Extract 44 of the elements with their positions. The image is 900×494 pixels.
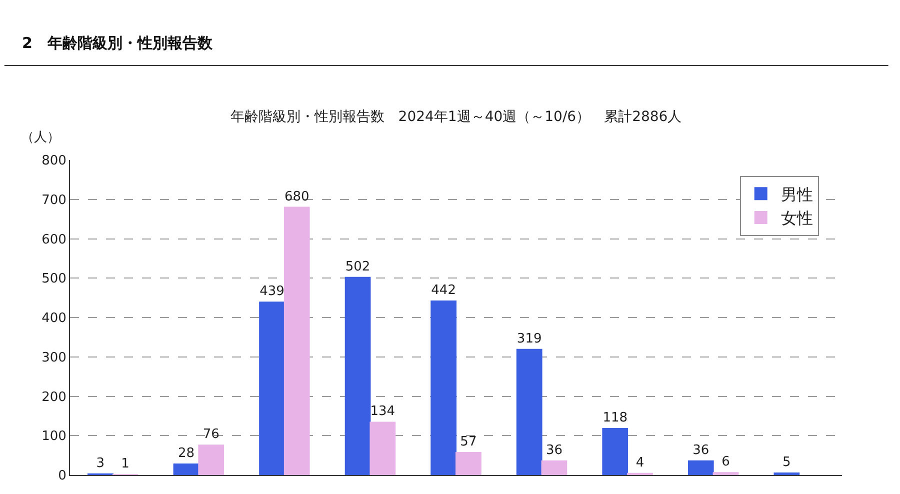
data-label: 57 bbox=[460, 434, 477, 450]
bar bbox=[688, 460, 714, 475]
y-axis-title: （人） bbox=[21, 130, 60, 145]
legend-label: 男性 bbox=[780, 184, 813, 204]
bar bbox=[259, 302, 285, 475]
y-tick-label: 300 bbox=[42, 350, 66, 366]
y-tick-label: 400 bbox=[42, 311, 66, 326]
data-label: 439 bbox=[260, 284, 284, 300]
data-label: 319 bbox=[516, 331, 542, 346]
legend-label: 女性 bbox=[780, 208, 813, 228]
data-label: 6 bbox=[722, 454, 730, 470]
data-label: 118 bbox=[602, 410, 628, 426]
bar bbox=[602, 428, 628, 475]
data-label: 76 bbox=[202, 427, 220, 442]
y-tick-label: 800 bbox=[42, 154, 66, 169]
data-label: 502 bbox=[345, 259, 370, 274]
y-tick-label: 700 bbox=[42, 192, 66, 208]
data-label: 4 bbox=[636, 455, 644, 470]
data-label: 36 bbox=[546, 442, 562, 458]
data-label: 1 bbox=[121, 456, 130, 472]
bar bbox=[516, 348, 542, 475]
data-label: 5 bbox=[782, 455, 791, 470]
data-label: 134 bbox=[370, 404, 396, 420]
y-tick-label: 500 bbox=[42, 272, 66, 287]
bar bbox=[541, 460, 568, 475]
bar bbox=[456, 452, 482, 475]
bar bbox=[198, 444, 224, 475]
bar bbox=[173, 463, 200, 475]
bar bbox=[430, 300, 456, 475]
bar bbox=[344, 276, 371, 475]
data-label: 28 bbox=[178, 446, 195, 461]
data-label: 36 bbox=[692, 442, 710, 458]
y-tick-label: 200 bbox=[42, 390, 66, 405]
bar bbox=[712, 472, 739, 475]
bar bbox=[370, 422, 396, 475]
data-label: 680 bbox=[284, 189, 310, 204]
y-tick-label: 600 bbox=[42, 232, 66, 248]
bar bbox=[284, 206, 310, 475]
data-label: 442 bbox=[431, 282, 456, 298]
y-tick-label: 100 bbox=[42, 429, 66, 444]
text: 2 年齢階級別・性別報告数 bbox=[22, 34, 214, 52]
data-label: 3 bbox=[96, 456, 105, 471]
y-tick-label: 0 bbox=[58, 468, 66, 484]
chart-title: 年齢階級別・性別報告数 2024年1週～40週（～10/6） 累計2886人 bbox=[230, 109, 682, 126]
